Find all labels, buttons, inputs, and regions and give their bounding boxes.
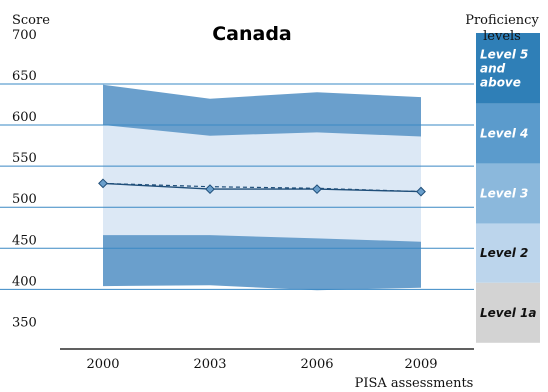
mean-score-line <box>102 182 422 193</box>
x-tick-labels: 2000 2003 2006 2009 <box>86 357 437 372</box>
chart-title: Canada <box>212 23 292 45</box>
y-tick-550: 550 <box>12 151 37 166</box>
y-axis-title: Score <box>12 13 50 28</box>
x-tick-2006: 2006 <box>300 357 333 372</box>
y-tick-350: 350 <box>12 316 37 331</box>
levels-title-line2: levels <box>483 29 521 44</box>
y-tick-700: 700 <box>12 28 37 43</box>
x-axis-title: PISA assessments <box>355 376 474 391</box>
x-tick-2009: 2009 <box>404 357 437 372</box>
level-box-level-5-and-above <box>476 33 540 104</box>
mean-marker-2000 <box>98 178 108 189</box>
level-box-level-4 <box>476 103 540 164</box>
y-tick-450: 450 <box>12 233 37 248</box>
y-tick-650: 650 <box>12 69 37 84</box>
level-label-level-5-and-above-1: and <box>480 61 506 75</box>
grid-layer <box>0 83 474 290</box>
y-tick-600: 600 <box>12 110 37 125</box>
x-tick-2000: 2000 <box>86 357 119 372</box>
level-label-level-3-0: Level 3 <box>480 187 528 201</box>
level-label-level-1a-0: Level 1a <box>480 306 536 320</box>
level-box-level-3 <box>476 163 540 224</box>
levels-title-line1: Proficiency <box>465 13 539 28</box>
level-label-level-4-0: Level 4 <box>480 127 528 141</box>
x-tick-2003: 2003 <box>193 357 226 372</box>
inner-band <box>103 125 421 242</box>
markers-layer <box>98 178 426 197</box>
mean-marker-2003 <box>205 184 215 195</box>
level-label-level-5-and-above-2: above <box>480 75 521 89</box>
level-label-level-2-0: Level 2 <box>480 246 528 260</box>
level-box-level-2 <box>476 223 540 283</box>
y-tick-500: 500 <box>12 192 37 207</box>
mean-marker-2006 <box>312 184 322 195</box>
bands-layer <box>103 84 421 291</box>
mean-marker-2009 <box>416 186 426 197</box>
level-box-level-1a <box>476 282 540 343</box>
y-tick-400: 400 <box>12 274 37 289</box>
level-label-level-5-and-above-0: Level 5 <box>480 47 528 61</box>
lines-layer <box>102 182 422 193</box>
y-tick-labels: 700 650 600 550 500 450 400 350 <box>12 28 37 331</box>
